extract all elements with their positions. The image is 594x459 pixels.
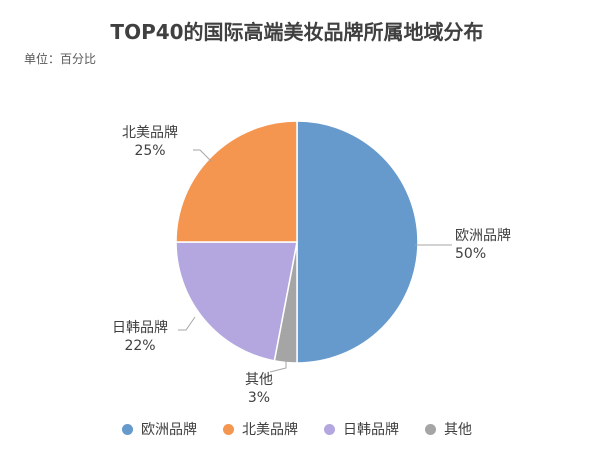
pie-slice-north-america [175, 120, 298, 243]
legend-item-other: 其他 [425, 419, 472, 439]
chart-legend: 欧洲品牌 北美品牌 日韩品牌 其他 [0, 419, 594, 439]
legend-item-europe: 欧洲品牌 [122, 419, 197, 439]
legend-label-north-america: 北美品牌 [242, 422, 298, 438]
slice-value-label-europe: 50% [455, 246, 486, 262]
legend-item-north-america: 北美品牌 [223, 419, 298, 439]
slice-value-label-other: 3% [248, 390, 270, 406]
chart-unit-label: 单位：百分比 [24, 52, 97, 66]
legend-swatch-north-america [223, 423, 234, 435]
slice-name-label-japan-korea: 日韩品牌 [112, 319, 168, 336]
legend-item-japan-korea: 日韩品牌 [324, 419, 399, 439]
leader-line-north-america [193, 149, 213, 163]
slice-name-label-europe: 欧洲品牌 [455, 227, 511, 244]
pie-slice-japan-korea [175, 241, 298, 362]
legend-swatch-other [425, 423, 436, 435]
leader-line-japan-korea [178, 316, 196, 331]
legend-swatch-japan-korea [324, 423, 335, 435]
slice-name-label-other: 其他 [245, 372, 273, 388]
legend-label-japan-korea: 日韩品牌 [343, 422, 399, 438]
leader-line-other [269, 358, 287, 373]
slice-name-label-north-america: 北美品牌 [122, 124, 178, 141]
chart-title: TOP40的国际高端美妆品牌所属地域分布 [110, 20, 484, 44]
slice-value-label-north-america: 25% [134, 143, 165, 159]
legend-swatch-europe [122, 423, 133, 435]
slice-value-label-japan-korea: 22% [124, 338, 155, 354]
legend-label-other: 其他 [444, 422, 472, 438]
legend-label-europe: 欧洲品牌 [141, 422, 197, 438]
pie-slice-europe [296, 120, 419, 364]
